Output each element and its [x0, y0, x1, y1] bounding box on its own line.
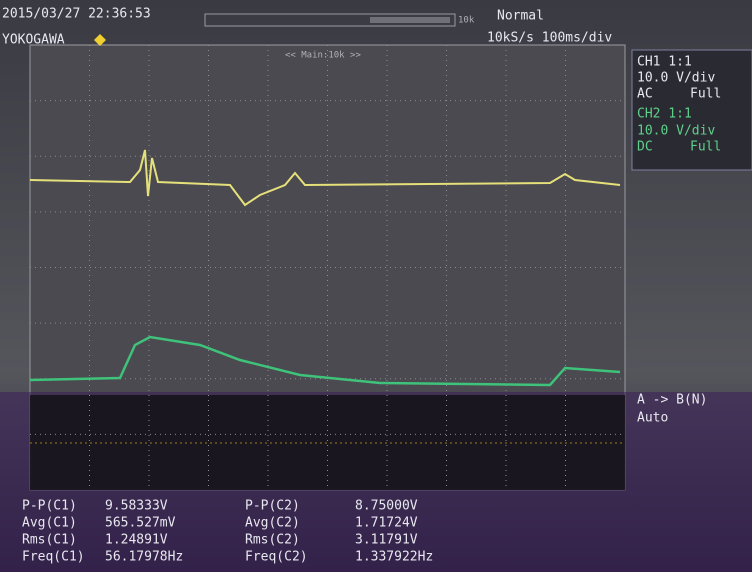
measurement-name: Freq(C1)	[22, 550, 85, 565]
measurement-name: Freq(C2)	[245, 550, 308, 565]
ch1-trace	[29, 149, 621, 207]
ch1-label: CH1 1:1	[637, 55, 692, 70]
measurement-name: P-P(C1)	[22, 499, 77, 514]
measurement-value: 8.75000V	[355, 499, 418, 514]
trigger-source: A -> B(N)	[637, 393, 707, 408]
ch2-trace	[29, 335, 621, 387]
ch2-coupling: DC	[637, 140, 653, 155]
measurement-name: Avg(C2)	[245, 516, 300, 531]
brand-icon	[94, 34, 106, 46]
channel-panel	[631, 49, 752, 171]
brand: YOKOGAWA	[2, 33, 65, 48]
measurement-value: 3.11791V	[355, 533, 418, 548]
zoom-label: << Main:10k >>	[285, 51, 361, 61]
record-window	[370, 17, 450, 23]
measurement-value: 56.17978Hz	[105, 550, 183, 565]
timebase: 10kS/s 100ms/div	[487, 31, 612, 46]
measurement-value: 1.24891V	[105, 533, 168, 548]
record-bar	[204, 13, 456, 27]
measurement-value: 1.71724V	[355, 516, 418, 531]
measurement-name: Rms(C2)	[245, 533, 300, 548]
measurements: P-P(C1) 9.58333V P-P(C2) 8.75000V Avg(C1) 565…	[22, 499, 433, 565]
measurement-name: Avg(C1)	[22, 516, 77, 531]
ch2-scale: 10.0 V/div	[637, 124, 715, 139]
measurement-value: 565.527mV	[105, 516, 176, 531]
measurement-name: Rms(C1)	[22, 533, 77, 548]
ch2-label: CH2 1:1	[637, 107, 692, 122]
measurement-value: 9.58333V	[105, 499, 168, 514]
ch1-scale: 10.0 V/div	[637, 71, 715, 86]
measurement-value: 1.337922Hz	[355, 550, 433, 565]
grid	[30, 45, 625, 490]
measurement-name: P-P(C2)	[245, 499, 300, 514]
ch2-bandwidth: Full	[690, 140, 721, 155]
trigger-mode: Normal	[497, 9, 544, 24]
trigger-auto: Auto	[637, 411, 668, 426]
ch1-bandwidth: Full	[690, 87, 721, 102]
datetime: 2015/03/27 22:36:53	[2, 7, 151, 22]
ch1-coupling: AC	[637, 87, 653, 102]
record-length: 10k	[458, 16, 475, 26]
